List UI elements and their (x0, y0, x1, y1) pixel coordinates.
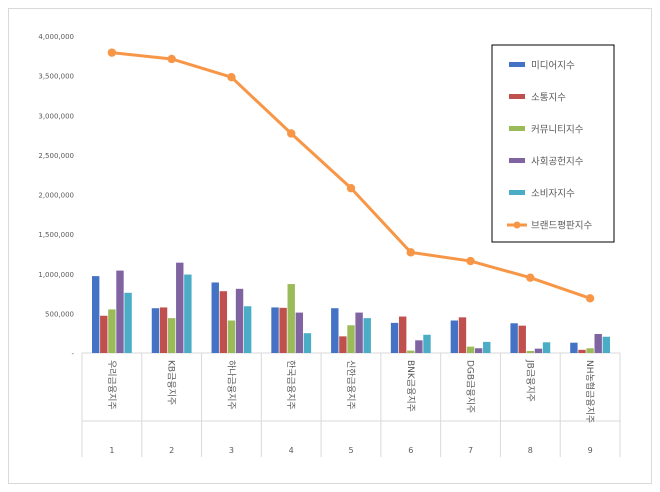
y-tick-label: 2,500,000 (38, 152, 74, 160)
bar-소비자지수 (124, 292, 132, 353)
line-point (346, 183, 356, 193)
y-tick-label: 500,000 (45, 310, 74, 318)
y-tick-label: - (71, 350, 74, 358)
category-name: DGB금융지주 (465, 360, 476, 413)
bar-커뮤니티지수 (108, 309, 116, 353)
y-tick-label: 2,000,000 (38, 192, 74, 200)
bar-소통지수 (398, 316, 407, 353)
line-point (526, 273, 535, 282)
bar-커뮤니티지수 (287, 284, 295, 353)
bar-소통지수 (279, 307, 287, 353)
bar-소비자지수 (542, 342, 551, 353)
line-point (287, 129, 296, 138)
legend-label: 미디어지수 (531, 61, 575, 72)
bar-사회공헌지수 (474, 348, 483, 353)
category-number: 9 (588, 446, 593, 455)
y-tick-label: 1,500,000 (38, 231, 74, 239)
bar-소비자지수 (243, 306, 252, 353)
category-name: 우리금융지주 (106, 360, 117, 410)
bar-커뮤니티지수 (167, 318, 176, 353)
category-number: 2 (169, 446, 174, 455)
bar-커뮤니티지수 (227, 320, 236, 353)
category-number: 1 (109, 446, 114, 455)
bar-사회공헌지수 (594, 333, 602, 353)
category-number: 3 (229, 446, 234, 455)
bar-사회공헌지수 (176, 262, 184, 353)
bar-소비자지수 (184, 274, 192, 353)
bar-사회공헌지수 (534, 348, 543, 353)
bar-미디어지수 (510, 323, 518, 353)
bar-소통지수 (578, 349, 586, 353)
category-name: 한국금융지주 (285, 360, 296, 410)
category-name: 신한금융지주 (345, 360, 356, 410)
bar-소통지수 (219, 291, 228, 353)
y-tick-label: 3,500,000 (38, 73, 74, 81)
bar-소통지수 (100, 315, 108, 353)
bar-커뮤니티지수 (347, 325, 355, 353)
bar-소통지수 (339, 336, 347, 353)
category-number: 8 (528, 446, 533, 455)
legend-label: 브랜드평판지수 (531, 221, 592, 232)
category-name: NH농협금융지주 (584, 360, 596, 423)
bar-사회공헌지수 (355, 312, 363, 353)
line-point (585, 294, 595, 303)
bar-소비자지수 (483, 341, 491, 353)
bar-커뮤니티지수 (407, 350, 415, 353)
legend-label: 사회공헌지수 (531, 157, 584, 168)
category-name: JB금융지주 (524, 359, 535, 402)
line-point (406, 248, 415, 257)
bar-미디어지수 (151, 308, 160, 353)
legend-swatch (509, 62, 525, 67)
bar-소비자지수 (303, 333, 312, 353)
bar-사회공헌지수 (116, 270, 124, 353)
bar-사회공헌지수 (235, 288, 244, 353)
bar-소비자지수 (423, 334, 431, 353)
category-number: 4 (289, 446, 294, 455)
legend-label: 소통지수 (531, 93, 566, 104)
line-point (227, 73, 236, 82)
line-point (107, 48, 117, 57)
chart-frame: - 500,000 1,000,000 1,500,000 2,000,000 2,500… (8, 8, 652, 484)
bar-소통지수 (458, 317, 467, 353)
bar-미디어지수 (390, 322, 399, 353)
legend-swatch (509, 158, 525, 163)
bar-소통지수 (159, 307, 168, 353)
bar-미디어지수 (211, 282, 219, 353)
bar-커뮤니티지수 (466, 346, 475, 353)
line-point (466, 256, 475, 266)
legend-swatch (509, 190, 525, 195)
bar-미디어지수 (331, 308, 339, 353)
bar-소통지수 (518, 325, 526, 353)
y-tick-label: 4,000,000 (38, 33, 74, 41)
bar-소비자지수 (602, 336, 611, 353)
bar-미디어지수 (570, 342, 578, 353)
legend-label: 커뮤니티지수 (531, 125, 584, 136)
category-number: 5 (348, 446, 353, 455)
legend-box (491, 44, 615, 243)
legend-swatch (509, 94, 525, 99)
bar-사회공헌지수 (415, 340, 423, 353)
bar-미디어지수 (450, 320, 459, 353)
y-tick-label: 1,000,000 (38, 271, 74, 279)
category-name: 하나금융지주 (225, 360, 236, 410)
legend-label: 소비자지수 (531, 189, 575, 200)
category-number: 6 (408, 446, 413, 455)
bar-사회공헌지수 (295, 312, 304, 353)
legend-swatch (509, 126, 525, 131)
bar-커뮤니티지수 (526, 351, 535, 353)
category-name: BNK금융지주 (405, 360, 416, 412)
bar-미디어지수 (91, 276, 100, 353)
category-name: KB금융지주 (166, 360, 177, 405)
y-tick-label: 3,000,000 (38, 112, 74, 120)
bar-소비자지수 (363, 318, 371, 353)
brand-reputation-chart: - 500,000 1,000,000 1,500,000 2,000,000 2,500… (38, 33, 621, 457)
bar-커뮤니티지수 (586, 348, 594, 353)
bar-미디어지수 (271, 307, 279, 353)
category-number: 7 (468, 446, 473, 455)
legend-marker (513, 221, 521, 229)
line-point (167, 54, 176, 64)
